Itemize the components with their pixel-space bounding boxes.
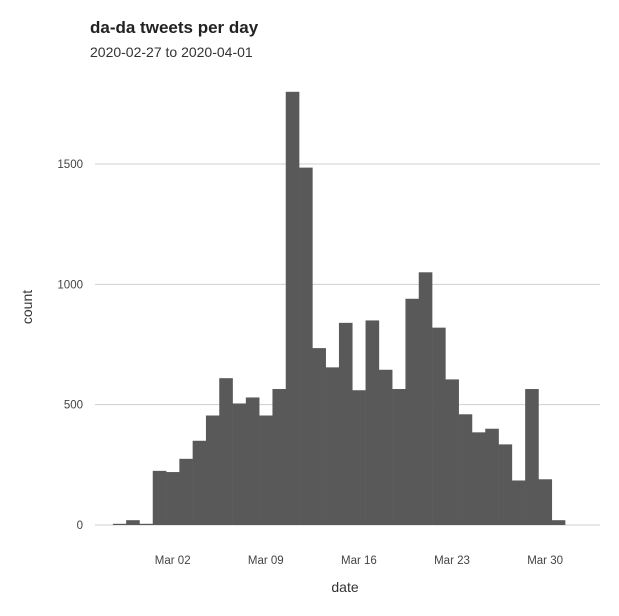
x-tick-label: Mar 02 [155, 555, 191, 567]
bar-2020-03-16 [352, 390, 366, 525]
y-tick-label: 1000 [57, 279, 83, 291]
y-tick-label: 0 [77, 520, 83, 532]
bar-2020-02-28 [126, 520, 140, 525]
bar-2020-03-29 [525, 389, 539, 525]
x-tick-label: Mar 16 [341, 555, 377, 567]
bar-2020-03-17 [365, 320, 380, 525]
bar-2020-03-27 [498, 444, 513, 525]
y-axis-ticks: 0 500 1000 1500 [57, 159, 83, 532]
bar-2020-02-29 [139, 523, 154, 525]
bar-2020-03-22 [432, 327, 446, 525]
x-axis-title: date [331, 579, 358, 595]
bar-2020-03-21 [418, 272, 433, 525]
bar-2020-03-15 [338, 322, 353, 525]
bar-2020-03-13 [312, 348, 326, 525]
chart-subtitle: 2020-02-27 to 2020-04-01 [90, 44, 253, 60]
bar-2020-03-06 [219, 378, 233, 525]
bar-2020-03-04 [192, 440, 207, 525]
bar-2020-03-31 [551, 520, 566, 525]
bar-2020-03-10 [272, 389, 287, 525]
x-tick-label: Mar 23 [434, 555, 470, 567]
y-tick-label: 500 [64, 400, 83, 412]
bar-2020-03-09 [259, 415, 273, 525]
bar-2020-03-11 [285, 91, 300, 526]
bar-2020-02-27 [112, 523, 127, 525]
bar-2020-03-03 [179, 458, 193, 525]
x-tick-label: Mar 09 [248, 555, 284, 567]
y-axis-title: count [19, 290, 35, 324]
x-axis-ticks: Mar 02 Mar 09 Mar 16 Mar 23 Mar 30 [155, 555, 563, 567]
bar-2020-03-19 [392, 389, 406, 525]
y-tick-label: 1500 [57, 159, 83, 171]
bar-2020-03-08 [245, 397, 260, 525]
bar-2020-03-02 [166, 472, 180, 525]
bar-2020-03-12 [299, 167, 313, 526]
bar-2020-03-14 [325, 367, 340, 525]
bar-2020-03-20 [405, 298, 420, 525]
bar-2020-03-30 [538, 479, 553, 525]
bar-2020-03-18 [378, 369, 393, 525]
bars [112, 91, 566, 526]
bar-2020-03-28 [511, 480, 526, 525]
bar-2020-03-01 [152, 470, 167, 525]
bar-2020-03-05 [205, 415, 220, 525]
chart-title: da-da tweets per day [90, 18, 259, 37]
x-tick-label: Mar 30 [527, 555, 563, 567]
bar-2020-03-25 [471, 432, 486, 525]
bar-2020-03-23 [445, 379, 459, 525]
bar-2020-03-07 [232, 403, 247, 525]
bar-2020-03-26 [485, 428, 499, 525]
bar-2020-03-24 [458, 414, 473, 525]
